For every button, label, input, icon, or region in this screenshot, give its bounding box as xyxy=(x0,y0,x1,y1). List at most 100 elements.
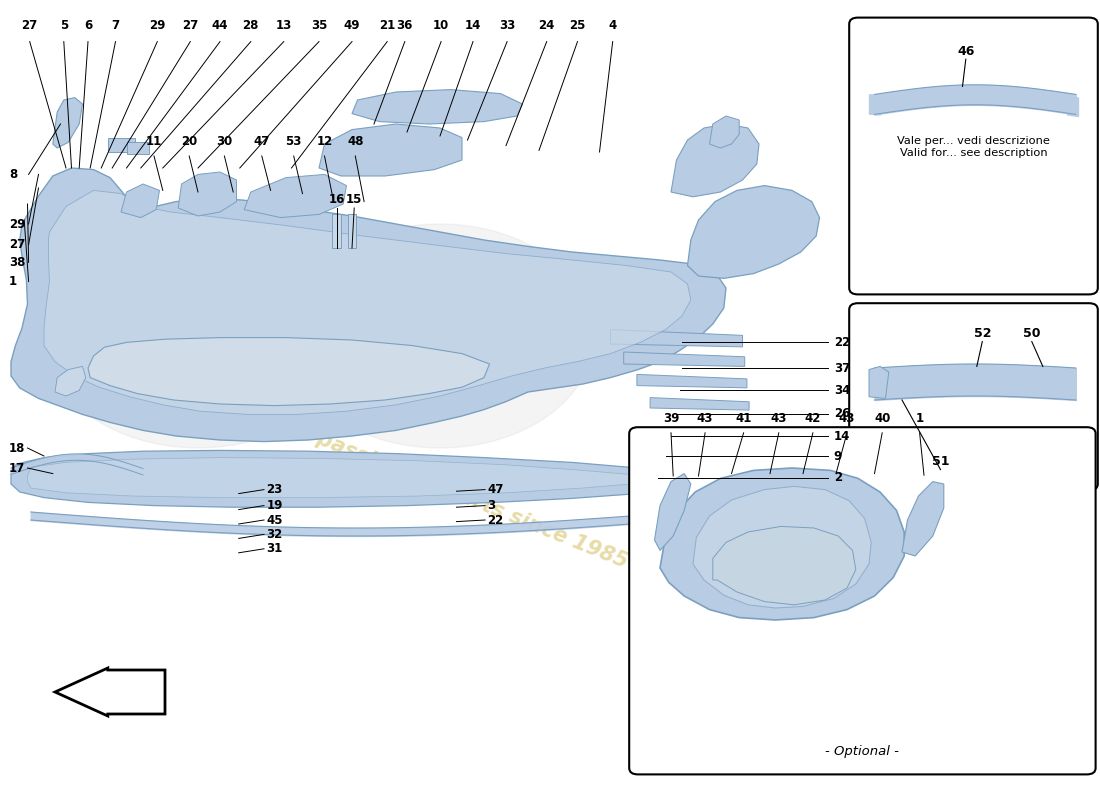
Polygon shape xyxy=(88,338,490,406)
Text: 33: 33 xyxy=(499,19,515,32)
Text: 19: 19 xyxy=(266,499,283,512)
Text: 34: 34 xyxy=(834,384,850,397)
Polygon shape xyxy=(610,330,742,347)
Polygon shape xyxy=(688,186,820,278)
Text: 47: 47 xyxy=(487,483,504,496)
Text: 30: 30 xyxy=(217,135,232,148)
Text: 43: 43 xyxy=(771,412,786,425)
Text: 40: 40 xyxy=(874,412,890,425)
Text: 1: 1 xyxy=(915,412,924,425)
Text: 22: 22 xyxy=(487,514,504,526)
Text: 42: 42 xyxy=(805,412,821,425)
Polygon shape xyxy=(654,474,691,550)
Text: a passion for parts since 1985: a passion for parts since 1985 xyxy=(294,420,630,572)
Text: 45: 45 xyxy=(266,514,283,526)
Text: 41: 41 xyxy=(736,412,751,425)
Bar xyxy=(348,214,356,248)
Text: 24: 24 xyxy=(539,19,554,32)
Text: 6: 6 xyxy=(84,19,92,32)
Polygon shape xyxy=(902,482,944,556)
Text: 21: 21 xyxy=(379,19,395,32)
Text: 27: 27 xyxy=(183,19,198,32)
Text: - Optional -: - Optional - xyxy=(825,746,900,758)
Text: 23: 23 xyxy=(266,483,283,496)
Text: 48: 48 xyxy=(348,135,363,148)
Text: 28: 28 xyxy=(243,19,258,32)
Text: 27: 27 xyxy=(22,19,37,32)
Circle shape xyxy=(286,224,594,448)
FancyBboxPatch shape xyxy=(629,427,1096,774)
Polygon shape xyxy=(624,352,745,366)
Text: 29: 29 xyxy=(9,218,25,230)
Polygon shape xyxy=(11,168,726,442)
Polygon shape xyxy=(869,366,889,398)
Text: 29: 29 xyxy=(150,19,165,32)
Polygon shape xyxy=(693,486,871,608)
Text: 14: 14 xyxy=(465,19,481,32)
Text: 2: 2 xyxy=(834,471,842,484)
Text: 27: 27 xyxy=(9,238,25,251)
Text: 31: 31 xyxy=(266,542,283,555)
Polygon shape xyxy=(671,124,759,197)
FancyBboxPatch shape xyxy=(849,303,1098,490)
Polygon shape xyxy=(710,116,739,148)
Polygon shape xyxy=(108,138,135,152)
Text: 11: 11 xyxy=(146,135,162,148)
Text: 7: 7 xyxy=(111,19,120,32)
Text: 39: 39 xyxy=(663,412,679,425)
Text: 22: 22 xyxy=(834,336,850,349)
Text: 44: 44 xyxy=(211,19,229,32)
Polygon shape xyxy=(28,458,640,498)
Text: 46: 46 xyxy=(957,45,975,58)
Text: 51: 51 xyxy=(932,455,949,468)
Text: 8: 8 xyxy=(9,168,18,181)
Text: 50: 50 xyxy=(1023,327,1041,340)
Text: 38: 38 xyxy=(9,256,25,269)
Polygon shape xyxy=(55,366,86,396)
Text: Vale per... vedi descrizione
Valid for... see description: Vale per... vedi descrizione Valid for..… xyxy=(898,136,1049,158)
Text: 16: 16 xyxy=(329,194,344,206)
Polygon shape xyxy=(637,374,747,388)
Polygon shape xyxy=(650,398,749,410)
Polygon shape xyxy=(121,184,160,218)
Text: 10: 10 xyxy=(433,19,449,32)
Text: 52: 52 xyxy=(974,327,991,340)
Text: 25: 25 xyxy=(570,19,585,32)
Circle shape xyxy=(44,224,352,448)
Text: 43: 43 xyxy=(839,412,855,425)
Polygon shape xyxy=(244,174,346,218)
Text: 32: 32 xyxy=(266,528,283,541)
Polygon shape xyxy=(319,124,462,176)
Polygon shape xyxy=(44,190,691,414)
Bar xyxy=(332,214,341,248)
Text: 53: 53 xyxy=(286,135,301,148)
Polygon shape xyxy=(178,172,236,216)
Polygon shape xyxy=(660,468,904,620)
Text: 4: 4 xyxy=(608,19,617,32)
Text: 20: 20 xyxy=(182,135,197,148)
Text: 36: 36 xyxy=(397,19,412,32)
Text: 15: 15 xyxy=(346,194,362,206)
Text: 13: 13 xyxy=(276,19,292,32)
Polygon shape xyxy=(126,142,148,154)
Polygon shape xyxy=(713,526,856,605)
Text: 43: 43 xyxy=(697,412,713,425)
FancyBboxPatch shape xyxy=(849,18,1098,294)
Text: 5: 5 xyxy=(59,19,68,32)
Polygon shape xyxy=(352,90,522,124)
FancyArrow shape xyxy=(55,668,165,716)
Text: 3: 3 xyxy=(487,499,495,512)
Polygon shape xyxy=(11,450,688,507)
Text: 26: 26 xyxy=(834,407,850,420)
Polygon shape xyxy=(53,98,82,148)
Text: 37: 37 xyxy=(834,362,850,374)
Text: 35: 35 xyxy=(311,19,327,32)
Text: 9: 9 xyxy=(834,450,843,462)
Text: 18: 18 xyxy=(9,442,25,454)
Text: 14: 14 xyxy=(834,430,850,442)
Text: 49: 49 xyxy=(343,19,361,32)
Text: 1: 1 xyxy=(9,275,16,288)
Text: 17: 17 xyxy=(9,462,25,474)
Text: 47: 47 xyxy=(254,135,270,148)
Text: 12: 12 xyxy=(317,135,332,148)
